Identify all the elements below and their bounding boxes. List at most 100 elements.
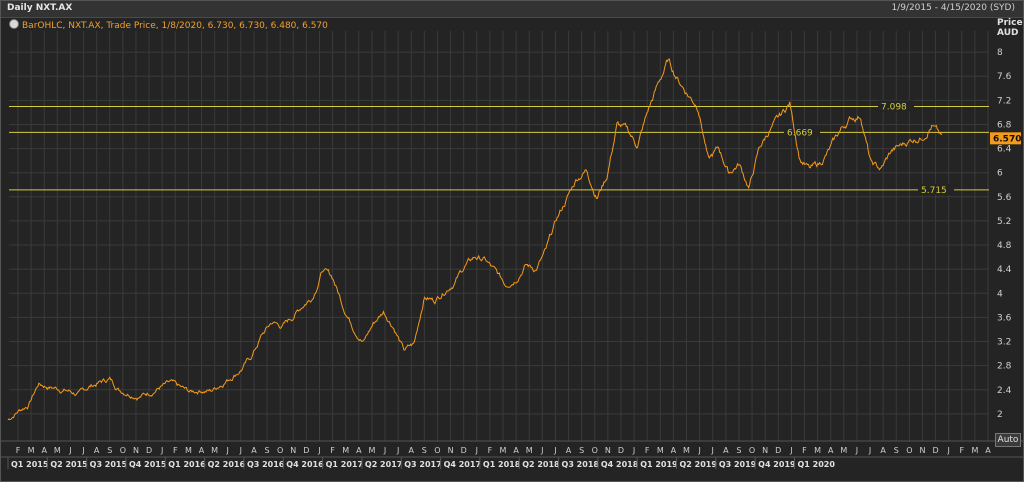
month-tick-label: M: [211, 446, 218, 455]
month-tick-label: J: [475, 446, 478, 455]
y-axis: 2 2.4 2.8 3.2 3.6 4 4.4 4.8 5.2 5.6 6 6.4 6.8 7.2 7.6 8…: [990, 18, 1023, 420]
month-tick-label: J: [81, 446, 84, 455]
date-range: 1/9/2015 - 4/15/2020 (SYD): [891, 3, 1015, 13]
month-tick-label: N: [133, 446, 139, 455]
y-tick-label: 6.4: [997, 145, 1012, 155]
month-tick-label: S: [265, 446, 270, 455]
month-tick-label: A: [356, 446, 362, 455]
legend-icon[interactable]: [9, 19, 19, 29]
month-tick-label: J: [239, 446, 242, 455]
month-tick-label: M: [28, 446, 35, 455]
month-tick-label: J: [855, 446, 858, 455]
month-tick-label: F: [330, 446, 335, 455]
month-tick-label: J: [697, 446, 700, 455]
month-tick-label: D: [932, 446, 938, 455]
y-tick-label: 4.8: [997, 241, 1012, 251]
quarter-label: Q4 2019: [758, 460, 796, 469]
y-tick-label: 5.2: [997, 217, 1011, 227]
month-tick-label: A: [671, 446, 677, 455]
month-tick-label: N: [605, 446, 611, 455]
month-tick-label: N: [290, 446, 296, 455]
month-tick-label: F: [173, 446, 178, 455]
month-tick-label: M: [971, 446, 978, 455]
month-tick-label: M: [840, 446, 847, 455]
y-axis-label: AUD: [997, 28, 1018, 38]
month-tick-label: M: [368, 446, 375, 455]
level-label-bg: [878, 100, 914, 112]
month-tick-label: O: [906, 446, 912, 455]
month-tick-label: A: [199, 446, 205, 455]
chart-title: Daily NXT.AX: [7, 3, 73, 13]
month-tick-label: A: [985, 446, 991, 455]
quarter-label: Q4 2018: [601, 460, 639, 469]
month-tick-label: J: [396, 446, 399, 455]
quarter-label: Q3 2016: [247, 460, 285, 469]
month-tick-label: S: [422, 446, 427, 455]
quarter-label: Q2 2019: [680, 460, 718, 469]
level-label: 5.715: [921, 186, 947, 196]
quarter-label: Q1 2016: [168, 460, 206, 469]
y-tick-label: 8: [997, 48, 1003, 58]
quarter-label: Q3 2017: [404, 460, 441, 469]
month-tick-label: A: [880, 446, 886, 455]
month-tick-label: M: [185, 446, 192, 455]
month-tick-label: S: [107, 446, 112, 455]
price-chart[interactable]: 7.098 6.669 5.715 2 2.4 2.8 3.2 3.6 4 4.4 4.8 5.2 5…: [1, 17, 1023, 482]
month-tick-label: D: [146, 446, 152, 455]
month-tick-label: S: [736, 446, 741, 455]
month-tick-label: J: [946, 446, 949, 455]
quarter-label: Q3 2015: [90, 460, 128, 469]
month-tick-label: M: [683, 446, 690, 455]
month-tick-label: D: [303, 446, 309, 455]
month-tick-label: J: [553, 446, 556, 455]
y-tick-label: 3.2: [997, 338, 1011, 348]
legend-text: BarOHLC, NXT.AX, Trade Price, 1/8/2020, …: [22, 21, 328, 31]
month-tick-label: D: [461, 446, 467, 455]
month-tick-label: J: [160, 446, 163, 455]
price-series-line: [7, 58, 943, 421]
month-tick-label: N: [448, 446, 454, 455]
quarter-label: Q4 2015: [129, 460, 167, 469]
y-tick-label: 2.4: [997, 386, 1012, 396]
month-tick-label: M: [342, 446, 349, 455]
month-tick-label: J: [68, 446, 71, 455]
quarter-label: Q1 2019: [640, 460, 678, 469]
y-tick-label: 2: [997, 410, 1003, 420]
month-tick-label: J: [789, 446, 792, 455]
last-price-badge: [990, 132, 1021, 145]
grid-layer: [9, 31, 989, 441]
y-tick-label: 4: [997, 289, 1003, 299]
quarter-label: Q2 2017: [365, 460, 402, 469]
y-tick-label: 7.2: [997, 96, 1011, 106]
month-tick-label: O: [749, 446, 755, 455]
month-tick-label: D: [618, 446, 624, 455]
level-label-bg: [784, 126, 820, 138]
month-tick-label: J: [317, 446, 320, 455]
month-tick-label: F: [488, 446, 493, 455]
month-tick-label: O: [277, 446, 283, 455]
series-legend[interactable]: BarOHLC, NXT.AX, Trade Price, 1/8/2020, …: [9, 19, 328, 31]
month-tick-label: F: [802, 446, 807, 455]
month-tick-label: S: [579, 446, 584, 455]
month-tick-label: A: [513, 446, 519, 455]
month-tick-label: M: [657, 446, 664, 455]
level-label: 6.669: [787, 128, 813, 138]
quarter-label: Q3 2019: [719, 460, 757, 469]
y-tick-label: 7.6: [997, 72, 1012, 82]
month-tick-label: O: [592, 446, 598, 455]
y-tick-label: 6.8: [997, 120, 1012, 130]
month-tick-label: S: [894, 446, 899, 455]
quarter-label: Q4 2016: [286, 460, 324, 469]
month-tick-label: D: [775, 446, 781, 455]
y-tick-label: 4.4: [997, 265, 1012, 275]
month-tick-label: A: [828, 446, 834, 455]
month-tick-label: F: [959, 446, 964, 455]
quarter-label: Q2 2018: [522, 460, 560, 469]
month-tick-label: J: [383, 446, 386, 455]
y-tick-label: 5.6: [997, 193, 1012, 203]
month-tick-label: A: [251, 446, 257, 455]
month-tick-label: J: [226, 446, 229, 455]
auto-scale-button[interactable]: Auto: [995, 433, 1021, 447]
